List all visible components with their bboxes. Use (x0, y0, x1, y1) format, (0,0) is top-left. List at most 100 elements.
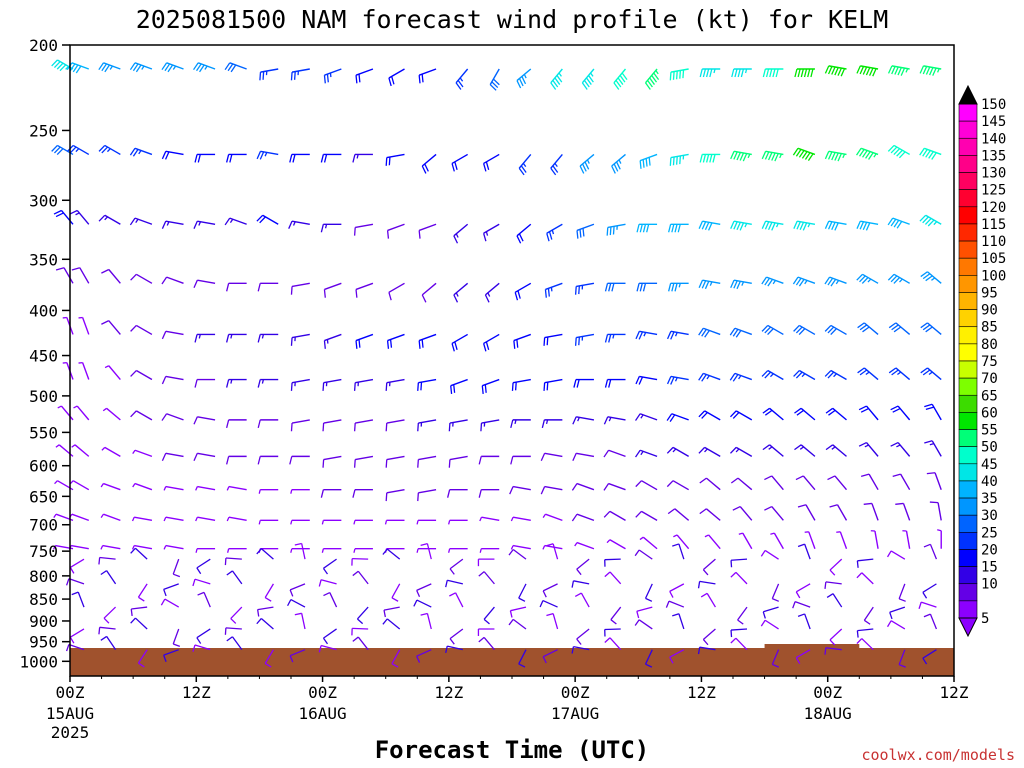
barb-shaft (135, 273, 153, 284)
barb-feather (675, 156, 678, 165)
y-tick-label: 700 (29, 516, 58, 535)
barb-feather (733, 221, 738, 230)
barb-feather (59, 64, 67, 72)
barb-half-feather (873, 153, 877, 158)
barb-feather (424, 163, 429, 172)
barb-feather (862, 221, 868, 231)
wind-barb (103, 606, 117, 624)
wind-barb (257, 282, 279, 292)
barb-shaft (608, 482, 626, 491)
barb-feather (420, 382, 423, 391)
barb-shaft (103, 482, 121, 491)
barb-feather (764, 221, 770, 230)
wind-barb (761, 276, 784, 287)
barb-shaft (735, 637, 748, 651)
barb-shaft (510, 606, 527, 612)
barb-feather (194, 154, 198, 163)
barb-shaft (108, 365, 121, 380)
barb-feather (677, 224, 681, 233)
barb-feather (796, 409, 804, 416)
barb-shaft (922, 649, 937, 659)
barb-feather (101, 146, 109, 154)
x-tick-label: 00Z (56, 683, 85, 702)
barb-shaft (103, 606, 117, 619)
barb-shaft (483, 606, 495, 620)
barb-feather (256, 214, 264, 222)
wind-barb (824, 150, 847, 162)
wind-barb (543, 378, 563, 391)
barb-feather (197, 591, 205, 596)
barb-feather (164, 151, 170, 160)
wind-barb (644, 649, 653, 668)
y-tick-label: 1000 (19, 652, 58, 671)
barb-feather (669, 157, 672, 166)
barb-feather (736, 221, 741, 231)
wind-barb (98, 214, 121, 225)
wind-barb (509, 606, 527, 618)
colorbar-label: 85 (981, 320, 998, 336)
wind-barb (668, 223, 689, 233)
wind-barb (573, 378, 594, 388)
barb-feather (732, 374, 739, 382)
wind-barb (919, 65, 942, 76)
colorbar-segment (958, 583, 978, 602)
wind-barb (571, 482, 595, 491)
barb-feather (762, 611, 766, 619)
barb-feather (352, 570, 359, 577)
wind-barb (666, 480, 689, 491)
colorbar-segment (958, 275, 978, 293)
barb-feather (485, 161, 490, 170)
barb-feather (391, 663, 399, 668)
wind-barb (78, 361, 90, 380)
barb-half-feather (867, 278, 872, 283)
barb-feather (701, 280, 707, 289)
wind-barb (603, 510, 626, 521)
wind-barb (919, 147, 942, 160)
barb-feather (257, 456, 261, 465)
wind-barb (256, 548, 274, 560)
wind-barb (130, 410, 153, 421)
barb-feather (858, 405, 867, 411)
wind-barb (224, 557, 242, 566)
colorbar-segment (958, 137, 978, 156)
y-axis: 2002503003504004505005506006507007508008… (19, 36, 70, 671)
barb-feather (353, 227, 356, 236)
barb-feather (65, 644, 70, 652)
barb-half-feather (487, 292, 491, 297)
barb-feather (679, 70, 682, 79)
barb-feather (130, 273, 137, 281)
barb-feather (454, 341, 458, 350)
barb-feather (518, 78, 524, 87)
wind-barb (161, 452, 184, 462)
wind-barb (192, 644, 211, 652)
wind-barb (540, 485, 563, 495)
barb-half-feather (100, 545, 104, 550)
barb-feather (865, 222, 871, 231)
wind-barb (856, 147, 879, 160)
barb-feather (385, 459, 388, 468)
barb-feather (893, 148, 901, 156)
barb-feather (485, 341, 490, 350)
barb-feather (702, 639, 709, 646)
barb-half-feather (709, 281, 713, 286)
barb-feather (834, 152, 839, 161)
barb-feather (794, 407, 802, 414)
wind-barb (546, 543, 559, 560)
barb-feather (772, 68, 776, 78)
wind-barb (699, 68, 721, 78)
barb-shaft (323, 455, 342, 461)
barb-feather (604, 379, 609, 388)
barb-feather (193, 452, 198, 462)
wind-barb (288, 220, 310, 229)
barb-shaft (134, 516, 153, 522)
wind-barb (516, 223, 532, 244)
barb-shaft (135, 324, 153, 336)
wind-barb (193, 416, 216, 425)
barb-feather (224, 62, 231, 71)
barb-shaft (636, 606, 653, 612)
barb-feather (807, 68, 811, 78)
barb-shaft (544, 485, 563, 491)
x-tick-sublabel: 18AUG (804, 704, 852, 723)
barb-half-feather (770, 532, 775, 535)
